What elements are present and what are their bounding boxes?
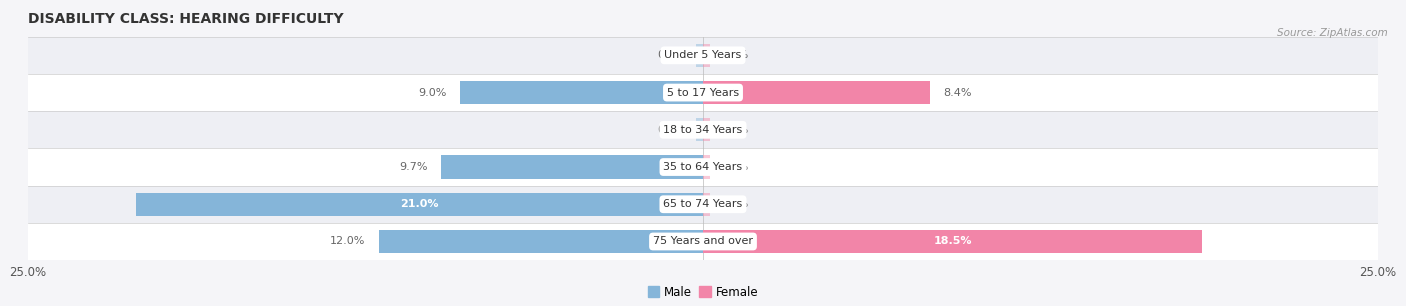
Text: 18 to 34 Years: 18 to 34 Years xyxy=(664,125,742,135)
Text: DISABILITY CLASS: HEARING DIFFICULTY: DISABILITY CLASS: HEARING DIFFICULTY xyxy=(28,12,343,26)
Text: Source: ZipAtlas.com: Source: ZipAtlas.com xyxy=(1277,28,1388,38)
Text: 75 Years and over: 75 Years and over xyxy=(652,237,754,247)
Text: 0.0%: 0.0% xyxy=(720,50,749,60)
Text: 0.0%: 0.0% xyxy=(657,50,686,60)
Bar xyxy=(28,223,1378,260)
Text: 35 to 64 Years: 35 to 64 Years xyxy=(664,162,742,172)
Text: 8.4%: 8.4% xyxy=(943,88,972,98)
Bar xyxy=(28,186,1378,223)
Bar xyxy=(703,230,1202,253)
Text: 0.0%: 0.0% xyxy=(720,162,749,172)
Bar xyxy=(28,37,1378,74)
Legend: Male, Female: Male, Female xyxy=(643,281,763,303)
Text: 12.0%: 12.0% xyxy=(330,237,366,247)
Bar xyxy=(696,118,703,141)
Bar xyxy=(136,193,703,216)
Bar xyxy=(703,81,929,104)
Text: 5 to 17 Years: 5 to 17 Years xyxy=(666,88,740,98)
Text: 18.5%: 18.5% xyxy=(934,237,972,247)
Text: 0.0%: 0.0% xyxy=(720,125,749,135)
Bar xyxy=(28,74,1378,111)
Text: 0.0%: 0.0% xyxy=(657,125,686,135)
Bar xyxy=(696,44,703,67)
Bar xyxy=(380,230,703,253)
Bar xyxy=(703,44,710,67)
Text: Under 5 Years: Under 5 Years xyxy=(665,50,741,60)
Text: 65 to 74 Years: 65 to 74 Years xyxy=(664,199,742,209)
Text: 9.7%: 9.7% xyxy=(399,162,427,172)
Bar xyxy=(28,148,1378,186)
Text: 21.0%: 21.0% xyxy=(401,199,439,209)
Bar xyxy=(703,118,710,141)
Bar xyxy=(703,193,710,216)
Bar xyxy=(441,155,703,179)
Text: 0.0%: 0.0% xyxy=(720,199,749,209)
Bar xyxy=(460,81,703,104)
Bar xyxy=(703,155,710,179)
Text: 9.0%: 9.0% xyxy=(418,88,447,98)
Bar xyxy=(28,111,1378,148)
